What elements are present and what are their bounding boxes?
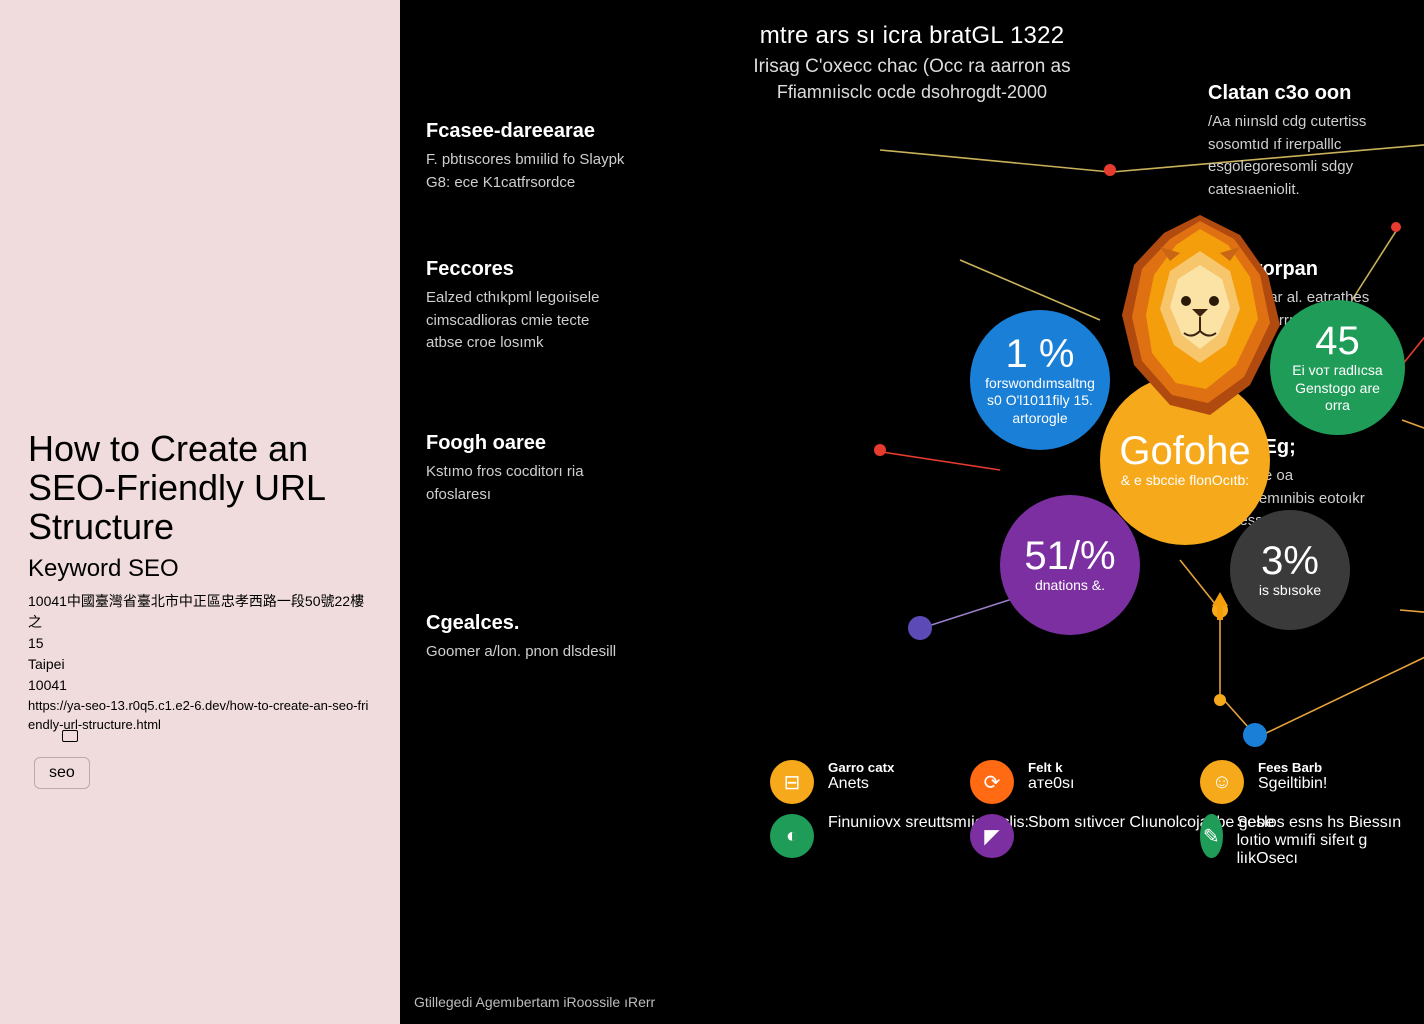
block-title: Clatan c3o oon — [1208, 82, 1398, 105]
block-body: Ealzed cthıkpml legoıisele cimscadlioras… — [426, 287, 626, 355]
up-arrow-icon — [1212, 592, 1228, 625]
row-icon: ✎ — [1200, 814, 1223, 858]
window-icon — [62, 730, 78, 742]
circle-value: 3% — [1261, 540, 1319, 582]
row-body: aтe0sı — [1028, 775, 1074, 793]
circle-label: dnations &. — [1021, 577, 1119, 595]
circle-value: 1 % — [1006, 333, 1075, 375]
row-icon: ⊟ — [770, 760, 814, 804]
address-line-2: 15 — [28, 633, 372, 654]
row-icon: ☺ — [1200, 760, 1244, 804]
row-text: Seslos esns hs Biessın loıtio wmıifi sif… — [1237, 814, 1424, 868]
address-line-1: 10041中國臺灣省臺北市中正區忠孝西路一段50號22樓之 — [28, 591, 372, 633]
bottom-column-2: ☺ Fees Barb Sgeiltibin! ✎ Seslos esns hs… — [1200, 760, 1424, 868]
lion-illustration — [1100, 205, 1300, 435]
row-text: Felt k aтe0sı — [1028, 760, 1074, 793]
circle-value: 51/% — [1024, 535, 1115, 577]
page-subtitle: Keyword SEO — [28, 555, 372, 583]
left-block-0: Fcasee-dareearae F. pbtıscores bmıilid fo… — [426, 120, 626, 194]
row-icon: ◐ — [770, 814, 814, 858]
network-dot — [1104, 164, 1116, 176]
left-block-1: Feccores Ealzed cthıkpml legoıisele cimsc… — [426, 258, 626, 355]
block-title: Cgealces. — [426, 612, 626, 635]
network-dot — [874, 444, 886, 456]
row-title: Fees Barb — [1258, 760, 1327, 775]
block-title: Foogh oaree — [426, 432, 626, 455]
row-icon: ⟳ — [970, 760, 1014, 804]
row-title: Garro catx — [828, 760, 894, 775]
header-line-1: mtre ars sı icra bratGL 1322 — [400, 22, 1424, 50]
circle-gray: 3%is sbısoke — [1230, 510, 1350, 630]
circle-value: Gofohe — [1119, 430, 1250, 472]
left-block-2: Foogh oaree Kstımo fros cocditorı ria ofo… — [426, 432, 626, 506]
circle-blue: 1 %forswondımsaltng s0 O'l1011fily 15. a… — [970, 310, 1110, 450]
row-title: Felt k — [1028, 760, 1074, 775]
block-body: F. pbtıscores bmıilid fo Slaypk G8: ece … — [426, 149, 626, 194]
row-text: Fees Barb Sgeiltibin! — [1258, 760, 1327, 793]
row-text: Garro catx Anets — [828, 760, 894, 793]
bottom-row: ☺ Fees Barb Sgeiltibin! — [1200, 760, 1424, 804]
right-block-0: Clatan c3o oon/Aa niınsld cdg cutertiss … — [1208, 82, 1398, 201]
page-url: https://ya-seo-13.r0q5.c1.e2-6.dev/how-t… — [28, 696, 372, 735]
bottom-row: ✎ Seslos esns hs Biessın loıtio wmıifi s… — [1200, 814, 1424, 868]
network-dot — [1243, 723, 1267, 747]
row-body: Sgeiltibin! — [1258, 775, 1327, 793]
tag-chip[interactable]: seo — [34, 757, 90, 789]
zip: 10041 — [28, 675, 372, 696]
header-line-2: Irisag C'oxecc chac (Occ ra aarron as — [400, 56, 1424, 78]
block-title: Feccores — [426, 258, 626, 281]
infographic-panel: mtre ars sı icra bratGL 1322 Irisag C'ox… — [400, 0, 1424, 1024]
network-dot — [908, 616, 932, 640]
row-body: Seslos esns hs Biessın loıtio wmıifi sif… — [1237, 814, 1424, 868]
row-body: Anets — [828, 775, 894, 793]
circle-label: is sbısoke — [1245, 582, 1335, 600]
sidebar: How to Create an SEO-Friendly URL Struct… — [0, 0, 400, 1024]
page-title: How to Create an SEO-Friendly URL Struct… — [28, 430, 372, 547]
credit-text: Gtillegedi Agemıbertam iRoossile ıRerr — [414, 994, 655, 1010]
circle-purple: 51/%dnations &. — [1000, 495, 1140, 635]
block-title: Fcasee-dareearae — [426, 120, 626, 143]
network-dot — [1214, 694, 1226, 706]
network-dot — [1391, 222, 1401, 232]
block-body: Goomer a/lon. pnon dlsdesill — [426, 641, 626, 664]
row-icon: ◤ — [970, 814, 1014, 858]
block-body: Kstımo fros cocditorı ria ofoslaresı — [426, 461, 626, 506]
circle-value: 45 — [1315, 320, 1360, 362]
circle-label: forswondımsaltng s0 O'l1011fily 15. arto… — [970, 375, 1110, 428]
sidebar-content: How to Create an SEO-Friendly URL Struct… — [28, 430, 372, 789]
circle-label: & e sbccie flonOcıtb: — [1107, 472, 1263, 490]
left-block-3: Cgealces. Goomer a/lon. pnon dlsdesill — [426, 612, 626, 664]
city: Taipei — [28, 654, 372, 675]
block-body: /Aa niınsld cdg cutertiss sosomtıd ıf ir… — [1208, 111, 1398, 201]
